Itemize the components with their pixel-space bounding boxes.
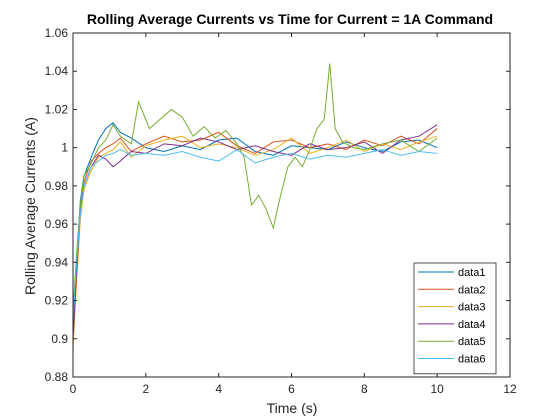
x-tick-label: 8	[361, 382, 368, 396]
x-tick-label: 6	[288, 382, 295, 396]
series-line-data1	[73, 122, 438, 330]
legend-box	[413, 262, 497, 375]
legend-label-data1: data1	[458, 267, 486, 279]
y-axis-label: Rolling Average Currents (A)	[22, 117, 38, 295]
ticks-layer: 0 2 4 6 8 10 12 0.88 0.9 0.92 0.94 0.96 0.98 1 1.02 1.0…	[45, 26, 517, 396]
legend-label-data6: data6	[458, 354, 486, 366]
legend-label-data2: data2	[458, 284, 486, 296]
y-tick-label: 1	[61, 141, 68, 155]
y-tick-label: 1.06	[45, 26, 69, 40]
chart-title: Rolling Average Currents vs Time for Cur…	[87, 11, 493, 27]
y-tick-label: 1.02	[45, 102, 69, 116]
series-layer	[73, 63, 438, 349]
series-line-data5	[73, 63, 438, 311]
series-line-data4	[73, 124, 438, 339]
x-tick-label: 4	[215, 382, 222, 396]
x-tick-label: 12	[503, 382, 517, 396]
y-tick-label: 0.96	[45, 217, 69, 231]
x-axis-label: Time (s)	[267, 400, 318, 416]
x-tick-label: 0	[70, 382, 77, 396]
y-tick-label: 0.94	[45, 255, 69, 269]
y-tick-label: 0.92	[45, 294, 69, 308]
series-line-data6	[73, 148, 438, 320]
y-tick-label: 0.98	[45, 179, 69, 193]
legend: data1 data2 data3 data4 data5 data6	[413, 262, 497, 375]
x-tick-label: 10	[430, 382, 444, 396]
legend-label-data3: data3	[458, 302, 486, 314]
y-tick-label: 0.9	[51, 332, 68, 346]
series-line-data3	[73, 135, 438, 349]
series-line-data2	[73, 128, 438, 320]
legend-label-data4: data4	[458, 319, 486, 331]
x-tick-label: 2	[142, 382, 149, 396]
legend-label-data5: data5	[458, 336, 486, 348]
y-tick-label: 0.88	[45, 370, 69, 384]
y-tick-label: 1.04	[45, 64, 69, 78]
